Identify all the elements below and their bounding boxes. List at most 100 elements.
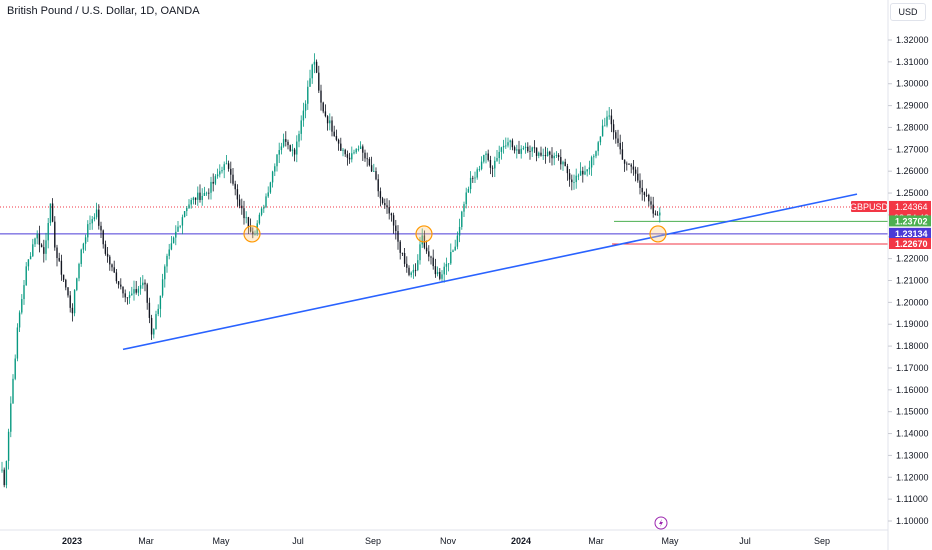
candle-body bbox=[80, 249, 82, 264]
candle-body bbox=[5, 460, 8, 486]
candle-body bbox=[637, 173, 639, 181]
candle-body bbox=[458, 227, 461, 236]
time-tick-label: 2024 bbox=[511, 536, 531, 546]
candle-body bbox=[333, 131, 335, 137]
candle-body bbox=[104, 244, 107, 254]
candle-body bbox=[38, 234, 41, 245]
candle-body bbox=[634, 169, 637, 174]
candle-body bbox=[535, 147, 538, 156]
candle-body bbox=[106, 253, 109, 257]
candle-body bbox=[16, 327, 19, 359]
candle-body bbox=[282, 139, 285, 147]
candle-body bbox=[269, 182, 272, 193]
candle-body bbox=[654, 213, 657, 215]
candle-body bbox=[329, 120, 331, 124]
price-tick-label: 1.31000 bbox=[896, 57, 929, 67]
candle-body bbox=[566, 166, 569, 174]
candle-body bbox=[164, 266, 166, 280]
candle-body bbox=[601, 125, 604, 137]
time-tick-label: Mar bbox=[138, 536, 154, 546]
candle-body bbox=[144, 282, 146, 285]
candle-body bbox=[406, 263, 408, 268]
candle-body bbox=[296, 141, 298, 155]
candle-body bbox=[60, 260, 63, 275]
trendline[interactable] bbox=[122, 193, 858, 351]
candle-body bbox=[47, 222, 49, 241]
level-price-label: 1.22670 bbox=[895, 239, 928, 249]
level-lines-layer bbox=[0, 206, 888, 245]
candle-body bbox=[577, 175, 580, 177]
candle-body bbox=[621, 149, 624, 160]
candle-body bbox=[181, 217, 184, 226]
candle-body bbox=[170, 243, 173, 250]
candle-body bbox=[348, 157, 351, 160]
candle-body bbox=[648, 195, 650, 202]
candle-body bbox=[82, 243, 85, 250]
candle-body bbox=[595, 151, 597, 157]
candle-body bbox=[496, 158, 498, 161]
candle-body bbox=[524, 146, 527, 149]
candle-body bbox=[93, 217, 96, 220]
candle-body bbox=[623, 159, 626, 164]
candle-body bbox=[608, 115, 610, 117]
candle-body bbox=[276, 154, 278, 167]
highlight-circle[interactable] bbox=[243, 225, 261, 243]
candle-body bbox=[117, 281, 120, 285]
time-tick-label: Mar bbox=[588, 536, 604, 546]
candle-body bbox=[102, 230, 104, 245]
candle-body bbox=[447, 263, 450, 265]
candle-body bbox=[291, 149, 294, 151]
candle-body bbox=[274, 166, 276, 172]
price-axis[interactable]: 1.32000 1.31000 1.30000 1.29000 1.28000 1.270… bbox=[888, 35, 929, 526]
candle-body bbox=[359, 146, 362, 150]
time-tick-label: May bbox=[212, 536, 230, 546]
candle-body bbox=[199, 192, 201, 200]
currency-selector[interactable]: USD bbox=[890, 3, 926, 21]
candle-body bbox=[293, 149, 296, 155]
highlight-circle[interactable] bbox=[649, 225, 667, 243]
candle-body bbox=[95, 209, 98, 218]
candle-body bbox=[188, 204, 190, 208]
candle-body bbox=[89, 223, 91, 225]
candle-body bbox=[148, 302, 151, 318]
price-labels: GBPUSD1.2436408:54:421.237021.231341.226… bbox=[850, 200, 931, 249]
lightning-icon[interactable] bbox=[654, 516, 668, 530]
candle-body bbox=[98, 209, 100, 226]
candle-body bbox=[509, 140, 511, 143]
candle-body bbox=[331, 120, 333, 132]
candle-body bbox=[120, 284, 122, 287]
candle-body bbox=[18, 312, 21, 328]
candle-body bbox=[115, 272, 118, 282]
candle-body bbox=[502, 145, 505, 148]
highlight-circle[interactable] bbox=[415, 225, 433, 243]
candle-body bbox=[203, 192, 206, 196]
candle-body bbox=[142, 282, 144, 286]
time-axis[interactable]: 2023 Mar May Jul Sep Nov 2024 Mar May Jul Sep bbox=[62, 536, 830, 546]
candle-body bbox=[241, 205, 243, 209]
candle-body bbox=[351, 153, 353, 160]
candle-body bbox=[498, 151, 500, 159]
candle-body bbox=[91, 219, 93, 224]
candle-body bbox=[452, 250, 454, 252]
candle-body bbox=[32, 244, 34, 257]
candle-body bbox=[342, 149, 344, 151]
price-tick-label: 1.32000 bbox=[896, 35, 929, 45]
candle-body bbox=[487, 153, 489, 160]
level-price-label: 1.23702 bbox=[895, 216, 928, 226]
candle-body bbox=[469, 177, 472, 190]
candle-body bbox=[527, 146, 529, 152]
price-tick-label: 1.30000 bbox=[896, 79, 929, 89]
candle-body bbox=[417, 260, 419, 270]
price-tick-label: 1.17000 bbox=[896, 363, 929, 373]
candle-body bbox=[10, 403, 12, 432]
candle-body bbox=[518, 149, 520, 154]
candle-body bbox=[313, 61, 316, 65]
candle-body bbox=[586, 169, 588, 172]
candle-body bbox=[377, 179, 379, 192]
candle-body bbox=[318, 72, 320, 91]
candle-body bbox=[177, 226, 179, 232]
candle-body bbox=[379, 191, 382, 199]
time-tick-label: Jul bbox=[739, 536, 751, 546]
candle-body bbox=[584, 171, 586, 175]
